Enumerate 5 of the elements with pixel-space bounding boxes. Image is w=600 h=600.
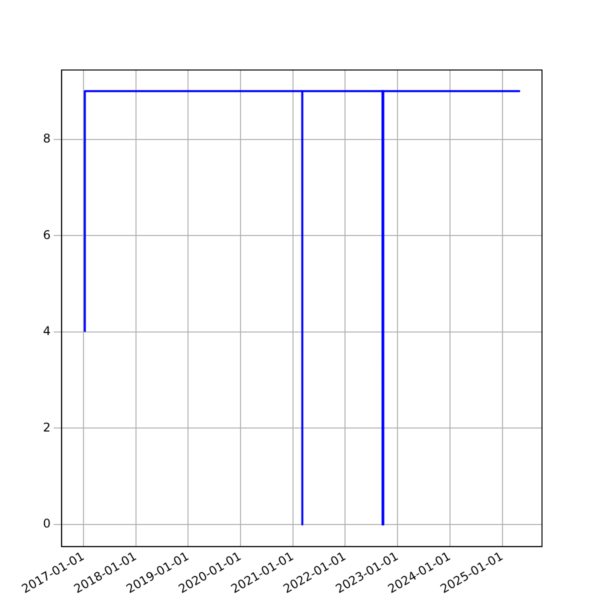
y-tick-label: 4 — [42, 324, 51, 338]
y-tick-label: 0 — [42, 516, 51, 531]
y-tick-label: 2 — [42, 420, 51, 434]
y-tick-label: 8 — [42, 131, 51, 146]
y-tick-label: 6 — [42, 228, 51, 242]
